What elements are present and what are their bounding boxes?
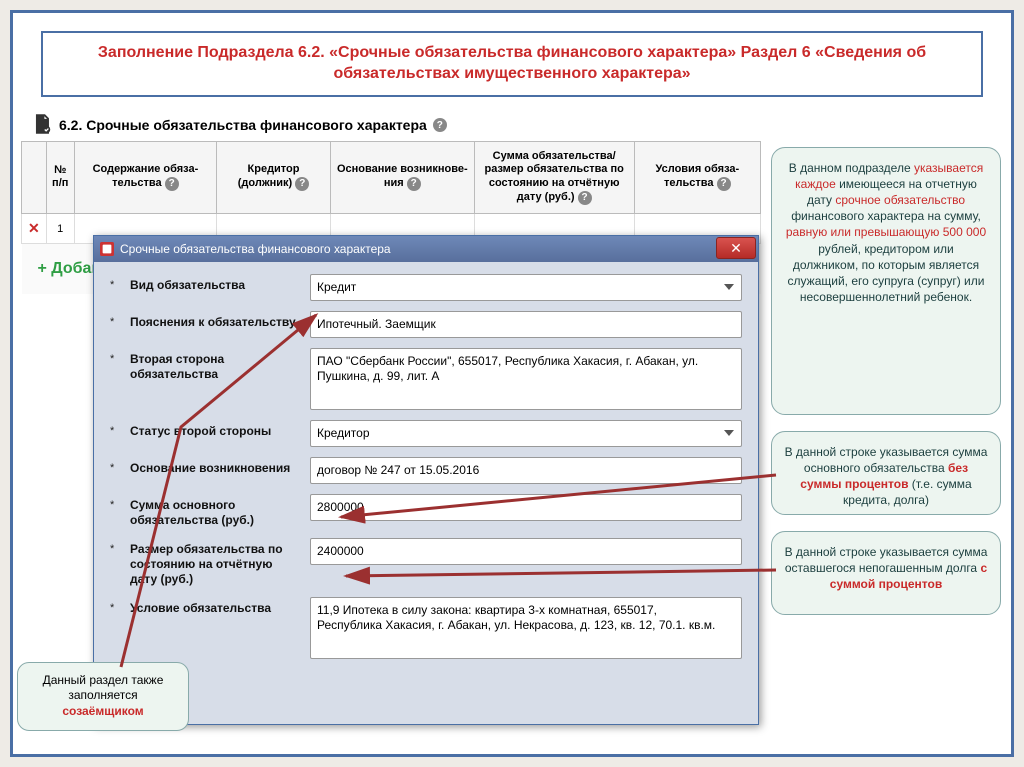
- note-box: Данный раздел также заполняется созаёмщи…: [17, 662, 189, 731]
- dialog-app-icon: [100, 242, 114, 256]
- slide-frame: Заполнение Подраздела 6.2. «Срочные обяз…: [10, 10, 1014, 757]
- close-icon[interactable]: ✕: [716, 237, 756, 259]
- row-number: 1: [46, 214, 74, 244]
- field-note: * Пояснения к обязательству Ипотечный. З…: [110, 311, 742, 338]
- input-size[interactable]: 2400000: [310, 538, 742, 565]
- info-panel-1: В данном подразделе указывается каждое и…: [771, 147, 1001, 415]
- content-area: 6.2. Срочные обязательства финансового х…: [21, 107, 1003, 727]
- label-type: Вид обязательства: [130, 274, 300, 293]
- section-header: 6.2. Срочные обязательства финансового х…: [21, 107, 761, 145]
- section-icon: [31, 113, 53, 138]
- help-icon[interactable]: ?: [295, 177, 309, 191]
- col-creditor: Кредитор (должник) ?: [217, 141, 331, 214]
- field-basis: * Основание возникновения договор № 247 …: [110, 457, 742, 484]
- field-sum: * Сумма основного обязательства (руб.) 2…: [110, 494, 742, 528]
- col-sum: Сумма обяза­тельства/размер обязательств…: [474, 141, 634, 214]
- dialog-body: * Вид обязательства Кредит * Пояснения к…: [94, 262, 758, 724]
- help-icon[interactable]: ?: [407, 177, 421, 191]
- input-basis[interactable]: договор № 247 от 15.05.2016: [310, 457, 742, 484]
- label-size: Размер обязательства по состоянию на отч…: [130, 538, 300, 587]
- label-sum: Сумма основного обязательства (руб.): [130, 494, 300, 528]
- input-note[interactable]: Ипотечный. Заемщик: [310, 311, 742, 338]
- input-status[interactable]: Кредитор: [310, 420, 742, 447]
- page-title: Заполнение Подраздела 6.2. «Срочные обяз…: [41, 31, 983, 97]
- label-party: Вторая сторона обязательства: [130, 348, 300, 382]
- col-content: Содержа­ние обяза­тельства ?: [74, 141, 216, 214]
- label-basis: Основание возникновения: [130, 457, 300, 476]
- label-cond: Условие обязательства: [130, 597, 300, 616]
- table-header-row: № п/п Содержа­ние обяза­тельства ? Креди…: [22, 141, 761, 214]
- delete-row-icon[interactable]: ✕: [22, 214, 47, 244]
- help-icon[interactable]: ?: [578, 191, 592, 205]
- info-panel-3: В данной строке указывается сумма оставш…: [771, 531, 1001, 615]
- field-cond: * Условие обязательства 11,9 Ипотека в с…: [110, 597, 742, 659]
- col-num: № п/п: [46, 141, 74, 214]
- dialog-window: Срочные обязательства финансового характ…: [93, 235, 759, 725]
- col-conditions: Условия обяза­тельства ?: [634, 141, 760, 214]
- input-type[interactable]: Кредит: [310, 274, 742, 301]
- title-text: Заполнение Подраздела 6.2. «Срочные обяз…: [98, 44, 926, 82]
- input-cond[interactable]: 11,9 Ипотека в силу закона: квартира 3-х…: [310, 597, 742, 659]
- input-party[interactable]: ПАО "Сбербанк России", 655017, Республик…: [310, 348, 742, 410]
- input-sum[interactable]: 2800000: [310, 494, 742, 521]
- help-icon[interactable]: ?: [717, 177, 731, 191]
- info-panel-2: В данной строке указывается сумма основн…: [771, 431, 1001, 515]
- help-icon[interactable]: ?: [433, 118, 447, 132]
- help-icon[interactable]: ?: [165, 177, 179, 191]
- field-type: * Вид обязательства Кредит: [110, 274, 742, 301]
- dialog-title: Срочные обязательства финансового характ…: [120, 242, 391, 256]
- label-note: Пояснения к обязательству: [130, 311, 300, 330]
- field-size: * Размер обязательства по состоянию на о…: [110, 538, 742, 587]
- field-status: * Статус второй стороны Кредитор: [110, 420, 742, 447]
- col-basis: Основание возникнове­ния ?: [330, 141, 474, 214]
- dialog-titlebar[interactable]: Срочные обязательства финансового характ…: [94, 236, 758, 262]
- section-title: 6.2. Срочные обязательства финансового х…: [59, 117, 427, 133]
- label-status: Статус второй стороны: [130, 420, 300, 439]
- field-party: * Вторая сторона обязательства ПАО "Сбер…: [110, 348, 742, 410]
